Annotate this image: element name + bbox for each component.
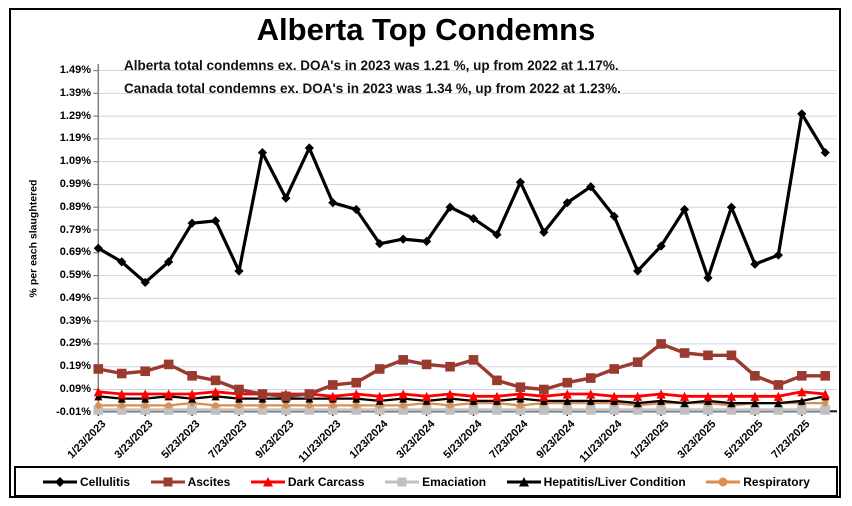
legend-item-respiratory: Respiratory [705, 475, 810, 489]
legend-item-cellulitis: Cellulitis [42, 475, 130, 489]
y-tick-label: 1.39% [59, 86, 91, 99]
legend-item-dark-carcass: Dark Carcass [250, 475, 365, 489]
annotation-canada: Canada total condemns ex. DOA's in 2023 … [124, 81, 621, 96]
legend-label: Respiratory [743, 474, 810, 489]
square-marker-icon [385, 477, 420, 486]
diamond-marker-icon [43, 476, 77, 487]
y-tick-label: 1.29% [59, 109, 91, 122]
triangle-marker-icon [506, 476, 541, 486]
y-tick-label: 0.89% [59, 200, 91, 213]
y-tick-label: 0.39% [59, 314, 91, 327]
y-tick-label: 0.69% [59, 246, 91, 259]
y-tick-label: 0.99% [59, 177, 91, 190]
legend-label: Ascites [187, 474, 231, 489]
y-tick-label: 0.29% [59, 337, 91, 350]
legend-label: Dark Carcass [287, 474, 365, 489]
annotation-alberta: Alberta total condemns ex. DOA's in 2023… [124, 58, 619, 73]
y-tick-label: 0.59% [59, 269, 91, 282]
chart-title: Alberta Top Condemns [256, 12, 596, 47]
y-tick-label: 1.09% [59, 155, 91, 168]
y-tick-label: 1.19% [59, 132, 91, 145]
legend-label: Emaciation [422, 474, 487, 489]
y-tick-label: 0.09% [59, 382, 91, 395]
legend-item-emaciation: Emaciation [384, 475, 486, 489]
square-marker-icon [150, 477, 185, 486]
circle-marker-icon [706, 477, 741, 486]
legend-item-ascites: Ascites [150, 474, 231, 489]
y-tick-label: -0.01% [56, 405, 91, 418]
y-tick-label: 0.19% [59, 360, 91, 373]
triangle-marker-icon [250, 476, 285, 486]
y-tick-label: 0.79% [59, 223, 91, 236]
y-tick-label: 0.49% [59, 291, 91, 304]
legend-item-hepatitis-liver-condition: Hepatitis/Liver Condition [506, 475, 686, 489]
y-tick-label: 1.49% [59, 64, 91, 77]
legend: Cellulitis Ascites Dark Carcass Emaciation H… [14, 466, 838, 497]
legend-label: Hepatitis/Liver Condition [543, 474, 686, 489]
legend-label: Cellulitis [80, 474, 131, 489]
